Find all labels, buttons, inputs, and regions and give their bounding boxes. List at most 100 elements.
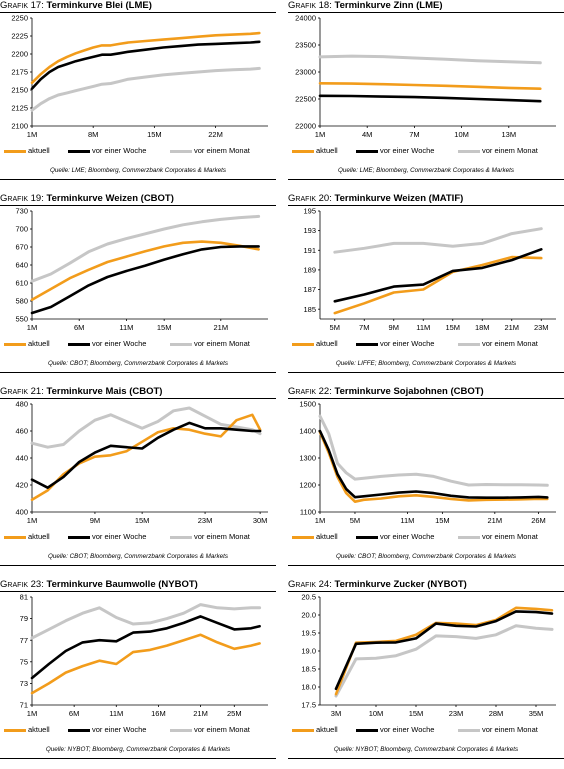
x-tick-label: 35M [529,709,544,718]
x-tick-label: 9M [389,323,399,332]
legend-item-week: vor einer Woche [68,532,146,541]
legend-swatch-week [356,535,378,539]
panel-title: Grafik 21: Terminkurve Mais (CBOT) [0,386,162,397]
bottom-rule [288,758,564,759]
x-tick-label: 15M [409,709,424,718]
bottom-rule [0,372,276,373]
legend-label-week: vor einer Woche [380,146,435,155]
y-tick-label: 550 [15,315,28,324]
title-rule [0,205,276,206]
chart-panel-7: Grafik 23: Terminkurve Baumwolle (NYBOT)… [0,579,276,769]
source-note: Quelle: LME; Bloomberg, Commerzbank Corp… [337,167,515,174]
y-tick-label: 23500 [295,41,316,50]
legend-swatch-month [458,149,480,153]
x-tick-label: 10M [454,130,469,139]
bottom-rule [0,565,276,566]
legend-swatch-week [356,728,378,732]
legend-swatch-month [170,728,192,732]
legend-item-current: aktuell [4,146,50,155]
series-line-month [333,227,543,254]
y-tick-label: 79 [20,614,28,623]
x-tick-label: 15M [445,323,460,332]
x-tick-label: 21M [193,709,208,718]
legend-label-month: vor einem Monat [482,532,538,541]
x-tick-label: 1M [315,516,325,525]
panel-title: Grafik 22: Terminkurve Sojabohnen (CBOT) [288,386,484,397]
x-tick-label: 22M [208,130,223,139]
y-tick-label: 1300 [299,454,316,463]
legend-swatch-current [292,535,314,539]
title-rule [288,591,564,592]
panel-title: Grafik 23: Terminkurve Baumwolle (NYBOT) [0,579,198,590]
legend-swatch-month [170,342,192,346]
legend-label-current: aktuell [28,532,50,541]
legend-swatch-week [356,149,378,153]
title-text: Terminkurve Zucker (NYBOT) [331,579,467,590]
y-tick-label: 420 [15,481,28,490]
title-text: Terminkurve Blei (LME) [43,0,152,11]
x-tick-label: 1M [27,516,37,525]
chart-panel-8: Grafik 24: Terminkurve Zucker (NYBOT) 20.… [288,579,564,769]
chart-legend: aktuell vor einer Woche vor einem Monat [0,146,276,160]
y-tick-label: 22000 [295,122,316,131]
legend-label-week: vor einer Woche [92,532,147,541]
legend-label-month: vor einem Monat [482,725,538,734]
series-line-week [318,429,549,499]
y-tick-label: 1400 [299,427,316,436]
series-line-month [30,214,261,283]
legend-item-current: aktuell [292,532,338,541]
y-tick-label: 77 [20,636,28,645]
source-note: Quelle: LIFFE; Bloomberg, Commerzbank Co… [335,360,517,367]
x-tick-label: 6M [69,709,79,718]
panel-title: Grafik 19: Terminkurve Weizen (CBOT) [0,193,174,204]
legend-swatch-week [68,535,90,539]
title-prefix: Grafik 24: [288,579,332,590]
line-chart: 195 193 191 189 187 185 5M 7M 9M 11M 15M 18M 21M 23M [303,207,556,332]
source-note: Quelle: CBOT; Bloomberg, Commerzbank Cor… [47,360,229,367]
bottom-rule [288,179,564,180]
bottom-rule [0,758,276,759]
series-line-week [318,94,542,103]
y-tick-label: 670 [15,243,28,252]
legend-label-current: aktuell [316,532,338,541]
legend-label-month: vor einem Monat [482,339,538,348]
x-tick-label: 11M [119,323,133,332]
y-tick-label: 2100 [11,122,28,131]
title-prefix: Grafik 19: [0,193,44,204]
y-tick-label: 1200 [299,481,316,490]
title-text: Terminkurve Weizen (MATIF) [331,193,464,204]
y-tick-label: 610 [15,279,28,288]
y-tick-label: 17.5 [301,701,316,710]
x-tick-label: 11M [109,709,123,718]
bottom-rule [288,565,564,566]
y-tick-label: 460 [15,427,28,436]
title-rule [288,205,564,206]
legend-swatch-month [170,149,192,153]
x-tick-label: 1M [27,323,37,332]
series-line-week [334,610,554,691]
x-tick-label: 15M [147,130,162,139]
legend-item-month: vor einem Monat [170,339,250,348]
legend-label-week: vor einer Woche [92,725,147,734]
y-tick-label: 2250 [11,14,28,23]
legend-item-month: vor einem Monat [170,725,250,734]
x-tick-label: 23M [198,516,213,525]
legend-item-month: vor einem Monat [458,725,538,734]
title-text: Terminkurve Mais (CBOT) [43,386,163,397]
legend-label-week: vor einer Woche [380,725,435,734]
y-tick-label: 185 [303,305,316,314]
x-tick-label: 16M [151,709,166,718]
series-line-current [30,240,260,302]
x-tick-label: 9M [90,516,100,525]
y-tick-label: 187 [303,285,316,294]
legend-swatch-month [458,535,480,539]
x-tick-label: 15M [157,323,172,332]
legend-item-week: vor einer Woche [356,532,434,541]
series-line-month [334,624,554,698]
series-line-current [30,31,261,85]
x-tick-label: 21M [504,323,519,332]
y-tick-label: 195 [303,207,316,216]
series-line-month [318,414,549,487]
